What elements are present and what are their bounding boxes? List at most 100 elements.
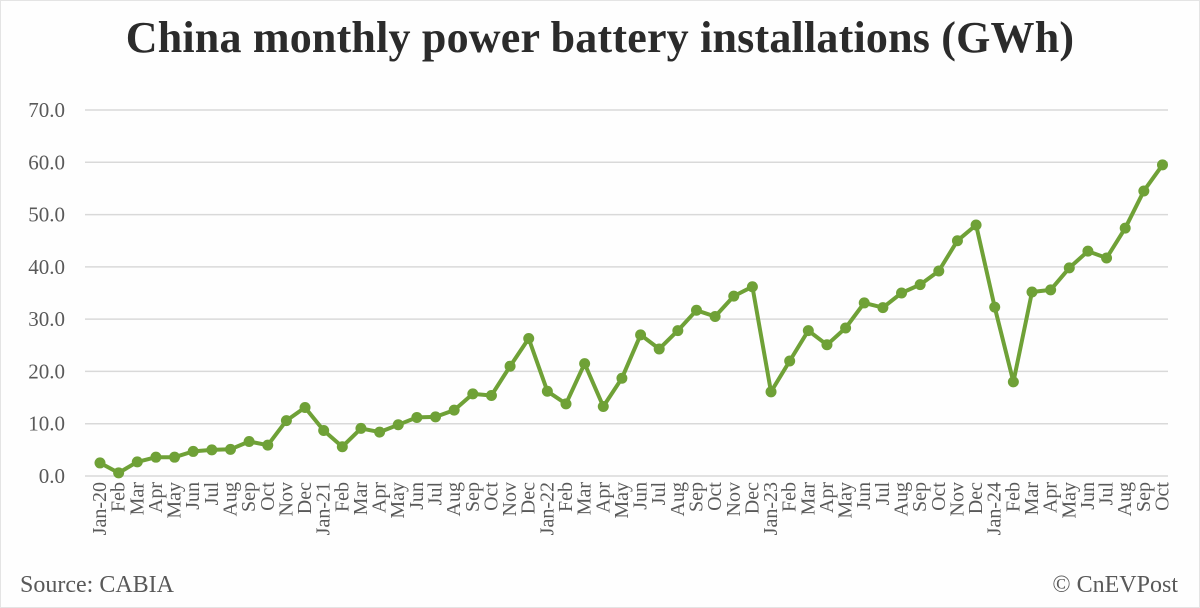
data-point xyxy=(616,372,628,384)
x-tick-label: Feb xyxy=(108,482,130,512)
x-tick-label: Jan-22 xyxy=(536,482,558,535)
data-point xyxy=(504,360,516,372)
data-point xyxy=(485,389,497,401)
data-point xyxy=(336,441,348,453)
y-tick-label: 0.0 xyxy=(39,464,65,488)
x-tick-label: Dec xyxy=(294,482,316,514)
x-tick-label: Jan-24 xyxy=(984,482,1006,535)
x-tick-label: Feb xyxy=(779,482,801,512)
gridlines xyxy=(85,109,1168,477)
x-tick-label: Nov xyxy=(499,482,521,516)
x-tick-label: Nov xyxy=(275,482,297,516)
data-point xyxy=(187,445,199,457)
data-point xyxy=(746,281,758,293)
x-tick-label: Aug xyxy=(443,482,465,516)
x-tick-label: Jun xyxy=(1077,482,1099,510)
data-point xyxy=(523,332,535,344)
x-tick-label: May xyxy=(611,482,633,519)
data-point xyxy=(374,426,386,438)
x-tick-label: Aug xyxy=(891,482,913,516)
x-tick-label: Jun xyxy=(182,482,204,510)
data-point xyxy=(635,329,647,341)
data-point xyxy=(970,219,982,231)
data-point xyxy=(1156,159,1168,171)
x-tick-label: Sep xyxy=(462,482,484,512)
y-tick-label: 20.0 xyxy=(28,359,65,383)
data-point xyxy=(1045,284,1057,296)
x-tick-label: Mar xyxy=(1021,482,1043,516)
x-tick-label: Aug xyxy=(667,482,689,516)
x-tick-label: Jul xyxy=(201,482,223,506)
x-tick-label: Sep xyxy=(909,482,931,512)
y-tick-label: 60.0 xyxy=(28,150,65,174)
data-point xyxy=(467,388,479,400)
x-tick-label: Jun xyxy=(853,482,875,510)
data-point xyxy=(784,355,796,367)
x-tick-label: Aug xyxy=(1114,482,1136,516)
data-point xyxy=(280,415,292,427)
x-tick-label: Apr xyxy=(369,482,391,513)
x-tick-label: Feb xyxy=(1002,482,1024,512)
series-line xyxy=(99,163,1165,475)
data-point xyxy=(858,297,870,309)
data-point xyxy=(262,439,274,451)
x-tick-label: Oct xyxy=(704,482,726,511)
data-point xyxy=(541,385,553,397)
data-point xyxy=(579,358,591,370)
x-tick-label: Sep xyxy=(1133,482,1155,512)
x-tick-label: Feb xyxy=(331,482,353,512)
data-point xyxy=(448,404,460,416)
x-tick-label: Jan-21 xyxy=(313,482,335,535)
x-tick-label: Jul xyxy=(872,482,894,506)
data-point xyxy=(728,290,740,302)
x-tick-label: Mar xyxy=(126,482,148,516)
credit-label: © CnEVPost xyxy=(1052,572,1178,598)
x-tick-label: Nov xyxy=(946,482,968,516)
chart-title: China monthly power battery installation… xyxy=(125,13,1075,62)
data-point xyxy=(765,386,777,398)
data-point xyxy=(94,457,106,469)
x-tick-label: Jul xyxy=(1096,482,1118,506)
x-tick-label: May xyxy=(835,482,857,519)
data-point xyxy=(318,425,330,437)
data-point xyxy=(206,444,218,456)
data-point xyxy=(131,456,143,468)
data-point xyxy=(672,325,684,337)
x-tick-label: Aug xyxy=(219,482,241,516)
x-tick-label: Mar xyxy=(574,482,596,516)
data-point xyxy=(411,411,423,423)
data-markers xyxy=(94,159,1168,479)
x-tick-label: Apr xyxy=(1040,482,1062,513)
data-point xyxy=(840,322,852,334)
data-point xyxy=(802,325,814,337)
x-tick-label: Jun xyxy=(630,482,652,510)
y-tick-label: 70.0 xyxy=(28,98,65,122)
x-tick-label: Jan-20 xyxy=(89,482,111,535)
x-tick-label: May xyxy=(164,482,186,519)
data-point xyxy=(709,311,721,323)
x-tick-label: Oct xyxy=(928,482,950,511)
y-tick-label: 40.0 xyxy=(28,255,65,279)
x-tick-label: Jan-23 xyxy=(760,482,782,535)
data-point xyxy=(914,279,926,291)
data-point xyxy=(597,400,609,412)
x-tick-label: Mar xyxy=(350,482,372,516)
x-tick-label: Jul xyxy=(425,482,447,506)
x-tick-label: Sep xyxy=(685,482,707,512)
data-point xyxy=(1082,245,1094,257)
x-tick-label: Sep xyxy=(238,482,260,512)
data-point xyxy=(355,422,367,434)
y-tick-label: 50.0 xyxy=(28,203,65,227)
data-point xyxy=(933,265,945,277)
data-point xyxy=(690,304,702,316)
x-tick-label: Dec xyxy=(741,482,763,514)
data-point xyxy=(653,343,665,355)
data-point xyxy=(299,402,311,414)
data-point xyxy=(224,443,236,455)
x-tick-label: Mar xyxy=(797,482,819,516)
x-tick-label: Jun xyxy=(406,482,428,510)
x-tick-label: Apr xyxy=(145,482,167,513)
source-label: Source: CABIA xyxy=(20,572,174,598)
